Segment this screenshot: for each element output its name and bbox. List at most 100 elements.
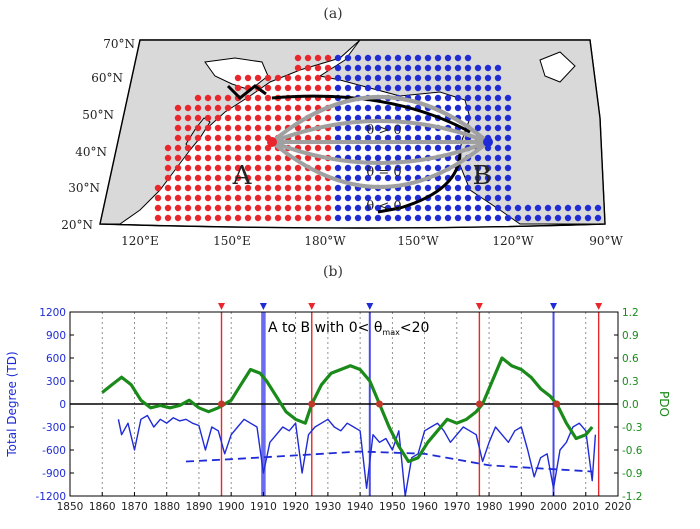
map-dot (464, 54, 472, 62)
map-dot (184, 174, 192, 182)
lon-label-150e: 150°E (213, 234, 251, 248)
map-dot (484, 154, 492, 162)
map-dot (364, 84, 372, 92)
map-dot (494, 194, 502, 202)
map-dot (574, 214, 582, 222)
map-dot (174, 204, 182, 212)
map-dot (204, 114, 212, 122)
map-dot (424, 64, 432, 72)
chart-series (101, 356, 597, 497)
chart-panel: 1850 1860 1870 1880 1890 1900 1910 1920 1930 1940… (5, 303, 671, 513)
map-dot (494, 114, 502, 122)
map-dot (484, 94, 492, 102)
map-dot (314, 64, 322, 72)
map-dot (474, 174, 482, 182)
map-dot (374, 154, 382, 162)
map-dot (484, 74, 492, 82)
map-dot (484, 114, 492, 122)
map-dot (464, 184, 472, 192)
map-dot (304, 54, 312, 62)
sea-of-okhotsk (204, 57, 269, 91)
map-dot (204, 184, 212, 192)
map-dot (234, 114, 242, 122)
map-dot (194, 134, 202, 142)
map-dot (494, 124, 502, 132)
x-tick-label: 1920 (282, 501, 309, 513)
map-dot (424, 54, 432, 62)
map-dot (264, 204, 272, 212)
y2-tick-label: -0.3 (622, 422, 643, 434)
x-tick-label: 2010 (572, 501, 599, 513)
map-dot (304, 194, 312, 202)
map-dot (274, 174, 282, 182)
lon-label-150w: 150°W (397, 234, 439, 248)
map-dot (444, 54, 452, 62)
map-dot (334, 184, 342, 192)
map-dot (304, 74, 312, 82)
map-dot (384, 64, 392, 72)
map-dot (294, 124, 302, 132)
map-dot (354, 174, 362, 182)
map-dot (524, 204, 532, 212)
map-dot (404, 114, 412, 122)
map-dot (424, 214, 432, 222)
map-dot (384, 84, 392, 92)
map-dot (284, 104, 292, 112)
point-a-label: A (232, 161, 253, 191)
map-dot (414, 84, 422, 92)
map-dot (464, 74, 472, 82)
map-dot (394, 134, 402, 142)
map-dot (334, 134, 342, 142)
map-dot (354, 204, 362, 212)
map-dot (264, 124, 272, 132)
map-dot (364, 214, 372, 222)
map-dot (234, 124, 242, 132)
map-dot (224, 144, 232, 152)
map-dot (314, 84, 322, 92)
map-dot (424, 144, 432, 152)
map-dot (504, 114, 512, 122)
map-dot (484, 164, 492, 172)
zero-crossing-marker (375, 400, 383, 408)
map-dot (174, 174, 182, 182)
map-dot (294, 174, 302, 182)
map-dot (374, 134, 382, 142)
map-dot (504, 124, 512, 132)
map-dot (284, 164, 292, 172)
map-dot (264, 214, 272, 222)
map-dot (414, 124, 422, 132)
map-dot (164, 204, 172, 212)
map-dot (354, 114, 362, 122)
map-dot (254, 144, 262, 152)
map-dot (484, 104, 492, 112)
map-dot (494, 154, 502, 162)
y-axis-right: -1.2 -0.9 -0.6 -0.3 0.0 0.3 0.6 0.9 1.2 (614, 307, 643, 503)
map-dot (354, 104, 362, 112)
map-dot (324, 204, 332, 212)
x-tick-label: 1980 (476, 501, 503, 513)
map-dot (414, 74, 422, 82)
map-dot (384, 134, 392, 142)
y2-axis-title: PDO (657, 391, 671, 417)
map-dot (494, 174, 502, 182)
map-dot (274, 104, 282, 112)
map-dot (224, 194, 232, 202)
map-dot (324, 144, 332, 152)
map-dot (224, 114, 232, 122)
map-dot (264, 144, 272, 152)
map-dot (384, 74, 392, 82)
map-dot (224, 154, 232, 162)
map-dot (154, 204, 162, 212)
map-dot (204, 104, 212, 112)
map-dot (454, 94, 462, 102)
map-dot (314, 54, 322, 62)
y-tick-label: 1200 (39, 307, 66, 319)
map-dot (214, 174, 222, 182)
y-tick-label: -1200 (35, 491, 66, 503)
lon-label-120e: 120°E (121, 234, 159, 248)
map-dot (174, 124, 182, 132)
y2-tick-label: -1.2 (622, 491, 643, 503)
map-dot (234, 84, 242, 92)
zero-crossing-marker (553, 400, 561, 408)
map-dot (244, 214, 252, 222)
